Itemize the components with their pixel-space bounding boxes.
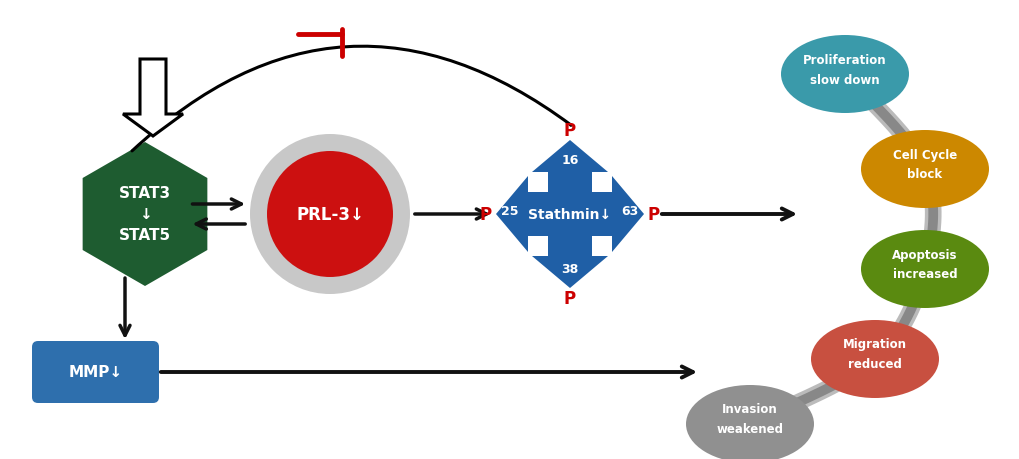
Ellipse shape [686,385,813,459]
Text: weakened: weakened [715,423,783,436]
Ellipse shape [860,230,988,308]
Text: 16: 16 [560,153,578,166]
Text: Proliferation: Proliferation [802,53,886,67]
Text: Invasion: Invasion [721,403,777,415]
Text: STAT5: STAT5 [119,228,171,243]
Text: reduced: reduced [847,358,901,371]
Polygon shape [547,193,591,236]
Text: increased: increased [892,268,957,281]
Polygon shape [591,177,643,252]
Text: 25: 25 [500,205,519,218]
Text: ↓: ↓ [139,207,151,222]
Ellipse shape [781,36,908,114]
Text: P: P [564,122,576,140]
Text: Stathmin↓: Stathmin↓ [528,207,611,222]
Text: Migration: Migration [842,338,906,351]
Polygon shape [495,177,547,252]
Text: 63: 63 [621,205,638,218]
Polygon shape [123,60,182,137]
Polygon shape [532,236,607,288]
Text: P: P [564,289,576,308]
Polygon shape [532,141,607,193]
Text: P: P [480,206,491,224]
Circle shape [267,151,392,277]
Ellipse shape [810,320,938,398]
Text: Cell Cycle: Cell Cycle [892,148,956,161]
Circle shape [250,134,410,294]
Text: PRL-3↓: PRL-3↓ [296,206,364,224]
Text: P: P [647,206,659,224]
Text: STAT3: STAT3 [119,186,171,201]
Text: Apoptosis: Apoptosis [892,248,957,261]
Text: slow down: slow down [809,73,879,86]
Polygon shape [83,143,207,286]
FancyArrowPatch shape [131,47,571,151]
FancyBboxPatch shape [32,341,159,403]
Text: block: block [907,168,942,181]
Ellipse shape [860,131,988,208]
Text: MMP↓: MMP↓ [68,365,122,380]
Text: 38: 38 [560,263,578,276]
